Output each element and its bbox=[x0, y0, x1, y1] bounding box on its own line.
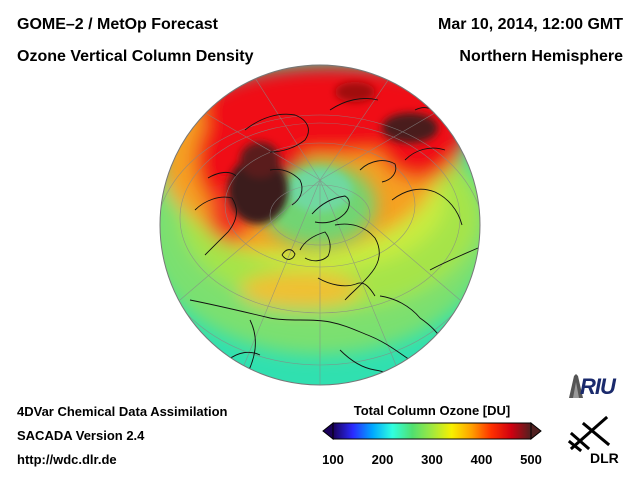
colorbar-tick-label: 500 bbox=[520, 452, 542, 467]
dlr-logo-mark bbox=[567, 415, 611, 453]
footer-url[interactable]: http://wdc.dlr.de bbox=[17, 452, 117, 467]
title-line2: Ozone Vertical Column Density bbox=[17, 48, 254, 65]
region-label: Northern Hemisphere bbox=[459, 48, 623, 65]
colorbar-tick-label: 100 bbox=[322, 452, 344, 467]
coastlines bbox=[189, 98, 479, 385]
footer-version: SACADA Version 2.4 bbox=[17, 428, 145, 443]
footer-method: 4DVar Chemical Data Assimilation bbox=[17, 404, 228, 419]
dlr-logo: DLR bbox=[590, 450, 619, 466]
riu-logo: RIU bbox=[580, 374, 616, 399]
date-label: Mar 10, 2014, 12:00 GMT bbox=[438, 16, 623, 33]
colorbar-title: Total Column Ozone [DU] bbox=[353, 403, 511, 418]
colorbar-low-arrow bbox=[322, 421, 334, 441]
colorbar-tick-label: 300 bbox=[421, 452, 443, 467]
colorbar-tick-label: 400 bbox=[470, 452, 493, 467]
colorbar-high-arrow bbox=[530, 421, 542, 441]
riu-logo-mark bbox=[569, 374, 583, 398]
colorbar-gradient bbox=[332, 422, 532, 440]
globe-outline bbox=[159, 64, 481, 386]
colorbar-tick-label: 200 bbox=[371, 452, 394, 467]
graticule bbox=[160, 69, 480, 385]
title-line1: GOME–2 / MetOp Forecast bbox=[17, 16, 218, 33]
